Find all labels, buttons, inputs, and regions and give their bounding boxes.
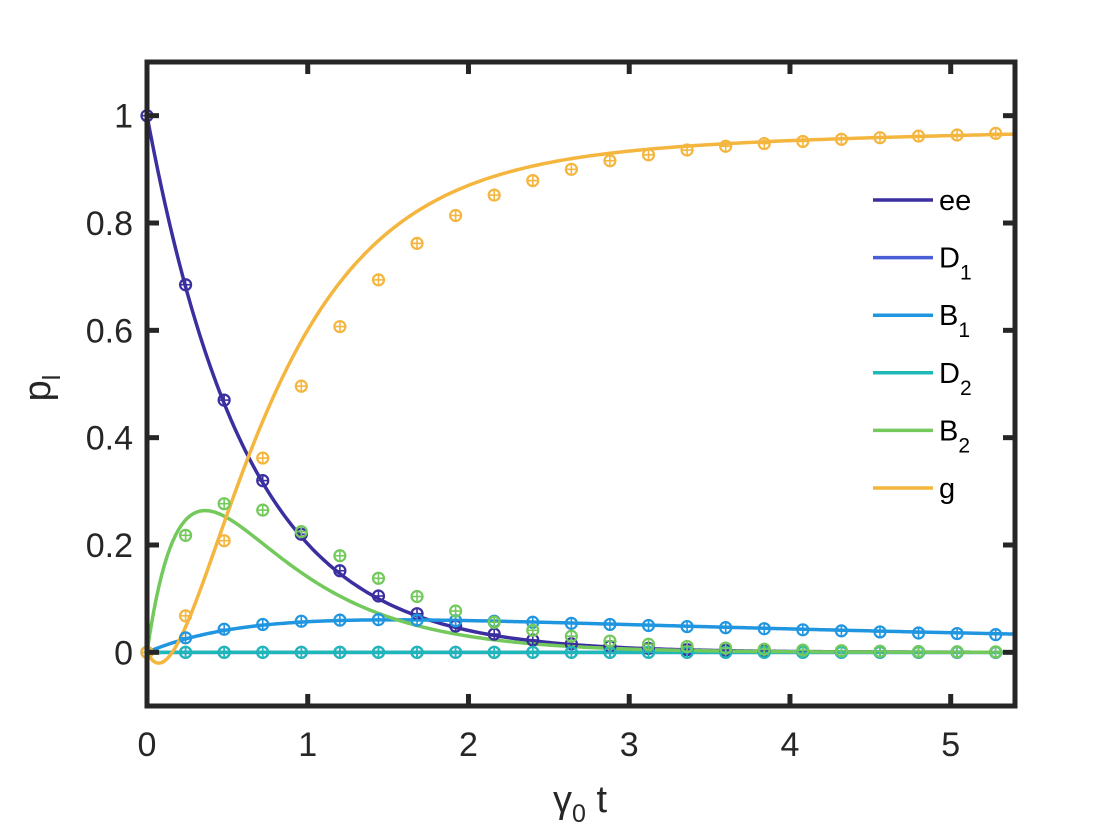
y-tick-label: 0 — [114, 634, 133, 672]
legend: ee D1 B1 D2 B2 g — [873, 185, 972, 505]
markers-b2 — [140, 497, 1003, 659]
legend-label: ee — [939, 185, 971, 217]
axis-tick-labels: 0 1 2 3 4 5 0 0.2 0.4 0.6 0.8 1 — [86, 98, 960, 764]
series-line-b1 — [146, 618, 1016, 654]
y-tick-label: 0.6 — [86, 312, 133, 350]
legend-label: B1 — [939, 300, 970, 342]
x-axis-label-suffix: t — [586, 779, 608, 821]
y-tick-label: 0.4 — [86, 420, 133, 458]
legend-label: B2 — [939, 415, 970, 457]
series-curves — [145, 115, 1016, 665]
x-axis-label-sub: 0 — [572, 800, 586, 828]
x-tick-label: 3 — [620, 726, 639, 764]
y-tick-label: 1 — [114, 98, 133, 136]
series-markers — [140, 109, 1003, 659]
y-axis-label-sub: l — [38, 375, 66, 381]
x-tick-label: 1 — [298, 726, 317, 764]
legend-label: D1 — [939, 243, 972, 285]
series-line-b2 — [145, 508, 1015, 655]
legend-item-d1: D1 — [873, 243, 972, 285]
x-tick-label: 5 — [941, 726, 960, 764]
x-axis-label-main: γ — [553, 779, 572, 821]
y-axis-label-main: p — [17, 380, 59, 401]
series-line-g — [145, 132, 1016, 665]
legend-label: D2 — [939, 358, 972, 400]
legend-item-d2: D2 — [873, 358, 972, 400]
y-tick-label: 0.8 — [86, 205, 133, 243]
markers-g — [140, 126, 1003, 659]
x-tick-label: 0 — [138, 726, 157, 764]
x-axis-label: γ0 t — [553, 779, 607, 828]
legend-item-ee: ee — [873, 185, 971, 217]
series-line-ee — [145, 115, 1015, 654]
markers-ee — [140, 109, 1003, 659]
legend-label: g — [939, 473, 955, 505]
x-tick-label: 2 — [459, 726, 478, 764]
legend-item-b2: B2 — [873, 415, 970, 457]
x-tick-label: 4 — [781, 726, 800, 764]
plot-frame — [144, 59, 1018, 709]
markers-b1 — [140, 612, 1003, 659]
legend-item-g: g — [873, 473, 955, 505]
y-tick-label: 0.2 — [86, 527, 133, 565]
y-axis-label: pl — [17, 375, 66, 402]
axis-ticks — [144, 62, 1015, 706]
legend-item-b1: B1 — [873, 300, 970, 342]
